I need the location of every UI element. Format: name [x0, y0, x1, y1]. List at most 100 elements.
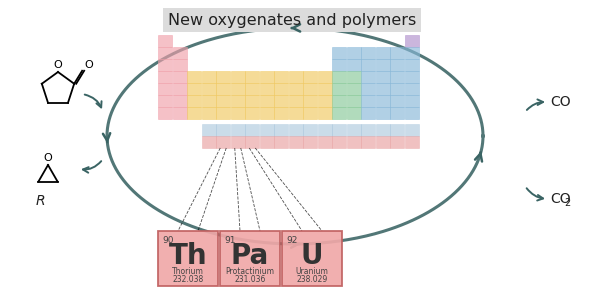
Bar [288, 83, 303, 95]
Bar [245, 95, 259, 107]
Bar [347, 95, 361, 107]
Bar [361, 59, 375, 71]
Bar [361, 136, 375, 148]
Bar [259, 83, 274, 95]
Bar [245, 124, 259, 136]
Text: 231.036: 231.036 [234, 275, 265, 283]
Bar [288, 107, 303, 119]
Bar [158, 231, 218, 286]
Bar [173, 83, 187, 95]
Bar [158, 83, 172, 95]
Bar [216, 83, 230, 95]
Bar [332, 136, 346, 148]
Bar [231, 95, 244, 107]
Bar [347, 83, 361, 95]
Bar [158, 47, 172, 59]
Bar [231, 136, 244, 148]
Bar [376, 83, 389, 95]
Bar [347, 107, 361, 119]
Bar [282, 231, 342, 286]
Bar [259, 95, 274, 107]
Bar [390, 71, 404, 83]
Bar [405, 71, 419, 83]
Bar [231, 124, 244, 136]
Bar [259, 71, 274, 83]
Bar [390, 47, 404, 59]
Text: Uranium: Uranium [296, 268, 329, 276]
Bar [173, 47, 187, 59]
Bar [274, 107, 288, 119]
Bar [173, 71, 187, 83]
Bar [288, 71, 303, 83]
Bar [202, 107, 216, 119]
Bar [216, 95, 230, 107]
Bar [332, 107, 346, 119]
Bar [317, 95, 332, 107]
Bar [274, 136, 288, 148]
Bar [173, 59, 187, 71]
Bar [303, 71, 317, 83]
Bar [288, 124, 303, 136]
Bar [158, 95, 172, 107]
Bar [405, 83, 419, 95]
Text: Thorium: Thorium [172, 268, 204, 276]
Bar [216, 107, 230, 119]
Bar [288, 95, 303, 107]
Text: Protactinium: Protactinium [226, 268, 275, 276]
Bar [390, 95, 404, 107]
Bar [376, 59, 389, 71]
Text: 238.029: 238.029 [296, 275, 327, 283]
Bar [361, 107, 375, 119]
Bar [332, 83, 346, 95]
Bar [303, 95, 317, 107]
Bar [390, 124, 404, 136]
Bar [220, 231, 280, 286]
Text: 92: 92 [286, 236, 297, 245]
Text: CO: CO [550, 95, 571, 109]
Bar [390, 83, 404, 95]
Bar [317, 71, 332, 83]
Text: U: U [301, 242, 323, 270]
Bar [202, 136, 216, 148]
Bar [163, 8, 421, 32]
Bar [332, 95, 346, 107]
Bar [202, 124, 216, 136]
Text: 2: 2 [564, 198, 570, 208]
Bar [158, 35, 172, 47]
Bar [361, 95, 375, 107]
Bar [317, 136, 332, 148]
Bar [347, 47, 361, 59]
Bar [317, 107, 332, 119]
Text: R: R [35, 194, 45, 208]
Bar [317, 124, 332, 136]
Bar [158, 107, 172, 119]
Bar [376, 47, 389, 59]
Text: 90: 90 [162, 236, 173, 245]
Bar [231, 71, 244, 83]
Text: 91: 91 [224, 236, 235, 245]
Bar [158, 71, 172, 83]
Bar [376, 71, 389, 83]
Bar [187, 95, 201, 107]
Bar [187, 83, 201, 95]
Bar [405, 107, 419, 119]
Bar [231, 83, 244, 95]
Bar [231, 107, 244, 119]
Bar [332, 47, 346, 59]
Bar [216, 71, 230, 83]
Text: 232.038: 232.038 [172, 275, 203, 283]
Bar [376, 124, 389, 136]
Text: Pa: Pa [231, 242, 269, 270]
Bar [216, 136, 230, 148]
Bar [274, 71, 288, 83]
Bar [405, 47, 419, 59]
Bar [347, 136, 361, 148]
Bar [274, 95, 288, 107]
Bar [332, 124, 346, 136]
Bar [405, 95, 419, 107]
Bar [202, 95, 216, 107]
Bar [376, 136, 389, 148]
Bar [347, 124, 361, 136]
Bar [288, 136, 303, 148]
Bar [376, 95, 389, 107]
